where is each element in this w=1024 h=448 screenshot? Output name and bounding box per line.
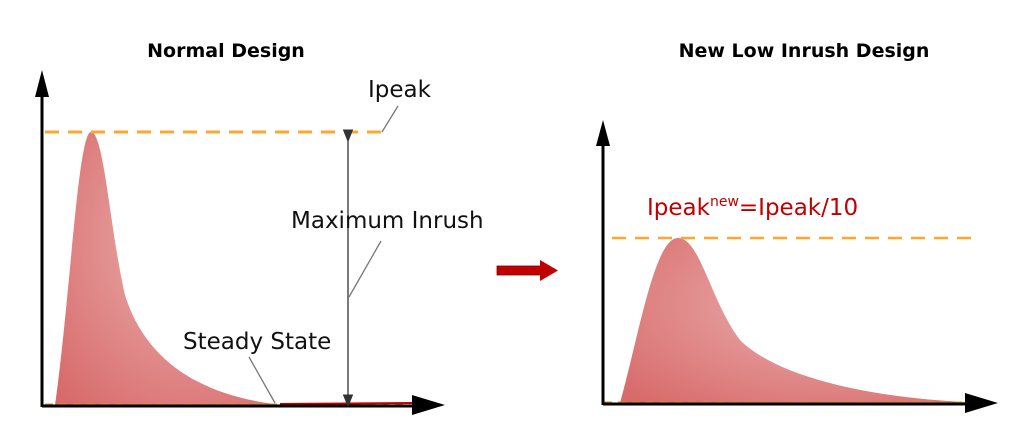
ipeak-new-label: Ipeaknew=Ipeak/10	[647, 194, 858, 221]
ipeak-label: Ipeak	[368, 77, 432, 103]
y-axis-arrow-icon	[35, 70, 49, 97]
right-title: New Low Inrush Design	[679, 40, 930, 62]
max-inrush-label: Maximum Inrush	[291, 208, 484, 234]
low-inrush-curve	[620, 238, 965, 403]
right-y-axis-arrow-icon	[596, 120, 610, 146]
right-x-axis-arrow-icon	[965, 393, 998, 413]
steady-state-leader	[248, 356, 276, 404]
normal-inrush-curve	[55, 132, 275, 405]
transition-arrow-icon	[496, 260, 558, 281]
steady-state-label: Steady State	[183, 329, 331, 355]
max-inrush-leader	[348, 240, 382, 298]
x-axis-arrow-icon	[412, 395, 445, 415]
ipeak-leader	[381, 105, 399, 133]
left-title: Normal Design	[147, 40, 305, 62]
steady-state-red-line	[279, 402, 413, 405]
